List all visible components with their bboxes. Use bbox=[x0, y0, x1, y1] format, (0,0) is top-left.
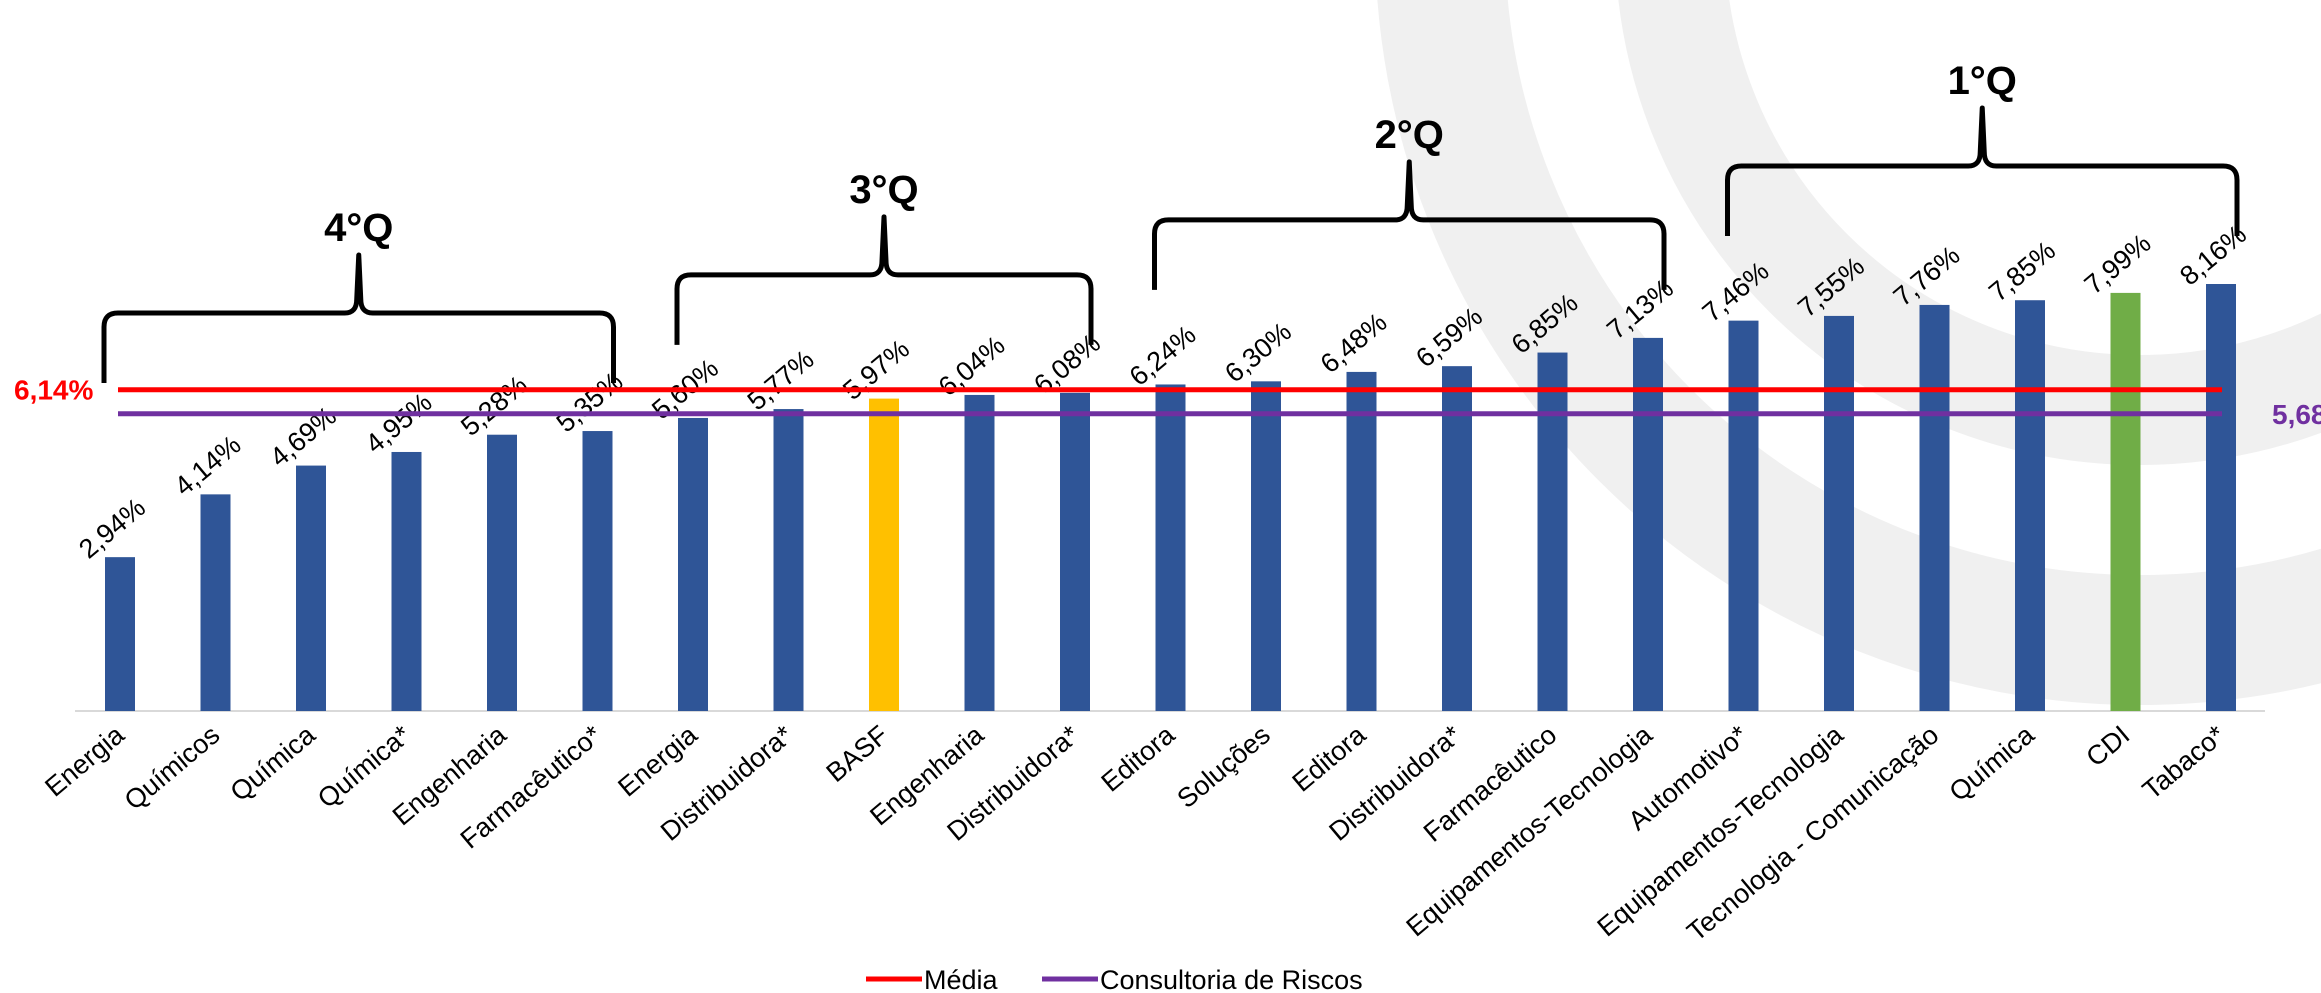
reference-lines-group: 6,14% 5,68% bbox=[14, 375, 2321, 430]
value-label-15: 6,59% bbox=[1410, 301, 1488, 373]
category-label-2: Químicos bbox=[119, 720, 226, 816]
category-label-14: Editora bbox=[1287, 719, 1373, 798]
bar-11 bbox=[1060, 392, 1090, 711]
bar-23 bbox=[2206, 284, 2236, 711]
category-label-7: Energia bbox=[612, 719, 703, 802]
value-label-13: 6,30% bbox=[1219, 316, 1297, 388]
category-label-9: BASF bbox=[821, 720, 894, 788]
value-label-2: 4,14% bbox=[169, 429, 247, 501]
category-label-21: Química bbox=[1944, 719, 2041, 807]
category-label-1: Energia bbox=[39, 719, 130, 802]
bar-22 bbox=[2110, 292, 2141, 711]
value-label-22: 7,99% bbox=[2079, 228, 2157, 300]
bar-5 bbox=[487, 434, 517, 711]
value-label-14: 6,48% bbox=[1315, 307, 1393, 379]
bar-4 bbox=[391, 451, 422, 711]
value-label-8: 5,77% bbox=[742, 344, 820, 416]
value-label-23: 8,16% bbox=[2174, 219, 2252, 291]
quartile-label-4: 1°Q bbox=[1948, 59, 2017, 103]
value-label-4: 4,95% bbox=[360, 387, 438, 459]
value-label-21: 7,85% bbox=[1983, 235, 2061, 307]
bar-19 bbox=[1824, 315, 1854, 711]
bar-12 bbox=[1155, 384, 1186, 711]
reference-label-1: 6,14% bbox=[14, 375, 93, 406]
bar-21 bbox=[2015, 300, 2045, 711]
value-label-9: 5,97% bbox=[837, 334, 915, 406]
legend-label-1: Média bbox=[924, 965, 999, 993]
value-label-12: 6,24% bbox=[1124, 319, 1202, 391]
bar-15 bbox=[1442, 366, 1472, 711]
category-label-22: CDI bbox=[2080, 720, 2135, 773]
category-label-3: Química bbox=[225, 719, 322, 807]
quartile-bracket-2 bbox=[674, 214, 1094, 345]
legend: Média Consultoria de Riscos bbox=[866, 965, 1363, 993]
bar-18 bbox=[1728, 320, 1759, 711]
bar-13 bbox=[1251, 381, 1281, 711]
bar-14 bbox=[1346, 371, 1377, 711]
bar-7 bbox=[678, 417, 708, 711]
value-label-5: 5,28% bbox=[455, 370, 533, 442]
category-label-12: Editora bbox=[1096, 719, 1182, 798]
quartile-bracket-4 bbox=[1725, 105, 2240, 236]
bar-20 bbox=[1919, 304, 1950, 711]
bar-10 bbox=[964, 394, 995, 711]
bar-8 bbox=[773, 409, 804, 711]
quartile-bracket-1 bbox=[101, 252, 616, 384]
bar-9 bbox=[869, 398, 899, 711]
bar-6 bbox=[582, 431, 613, 711]
bar-17 bbox=[1633, 337, 1663, 711]
legend-label-2: Consultoria de Riscos bbox=[1100, 965, 1363, 993]
bar-2 bbox=[200, 494, 231, 711]
quartile-label-2: 3°Q bbox=[849, 168, 918, 212]
category-label-23: Tabaco* bbox=[2137, 719, 2231, 805]
quartile-label-3: 2°Q bbox=[1375, 113, 1444, 157]
bar-3 bbox=[296, 465, 326, 711]
category-label-13: Soluções bbox=[1171, 720, 1275, 814]
bar-1 bbox=[105, 557, 135, 711]
value-label-6: 5,35% bbox=[551, 366, 629, 438]
bar-16 bbox=[1537, 352, 1568, 711]
reference-label-2: 5,68% bbox=[2272, 399, 2321, 430]
value-label-1: 2,94% bbox=[73, 492, 151, 564]
quartile-bracket-3 bbox=[1152, 159, 1667, 290]
quartile-brackets-group: 4°Q 3°Q 2°Q 1°Q bbox=[101, 59, 2240, 384]
quartile-label-1: 4°Q bbox=[324, 206, 393, 250]
